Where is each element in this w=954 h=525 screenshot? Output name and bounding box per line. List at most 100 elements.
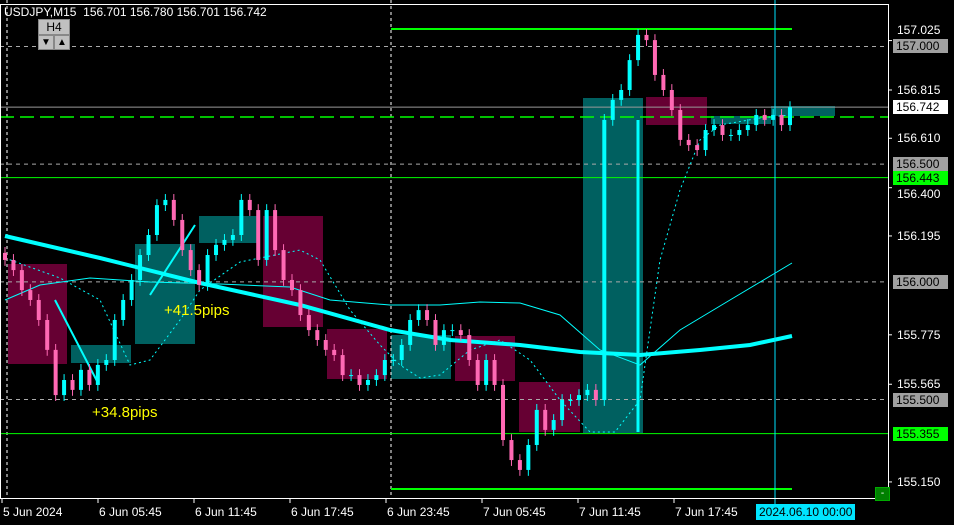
price-label: 156.742 — [893, 100, 948, 115]
candle-bull — [95, 364, 100, 385]
candle-bull — [610, 99, 615, 120]
candle-bull — [374, 375, 379, 381]
chart-header: USDJPY,M15 156.701 156.780 156.701 156.7… — [4, 5, 267, 19]
candle-bear — [644, 34, 649, 41]
candle-bull — [585, 389, 590, 396]
x-tick-label: 6 Jun 05:45 — [99, 505, 162, 519]
candle-bull — [636, 34, 641, 61]
collapse-button[interactable]: - — [875, 487, 890, 501]
candle-bear — [467, 335, 472, 361]
y-tick-label: 156.400 — [897, 186, 941, 201]
price-label: 155.355 — [893, 426, 948, 441]
candle-bear — [720, 125, 725, 135]
bull-zone — [135, 244, 195, 344]
candle-bear — [180, 219, 185, 251]
price-label: 156.000 — [893, 274, 948, 289]
candle-bull — [619, 90, 624, 100]
candle-bull — [239, 199, 244, 236]
candle-bull — [728, 134, 733, 136]
timeframe-button[interactable]: H4 — [38, 19, 70, 35]
candle-bear — [669, 90, 674, 111]
candle-bear — [53, 349, 58, 396]
bull-zone — [711, 116, 771, 124]
zigzag-lines — [54, 120, 640, 432]
candle-bull — [214, 244, 219, 256]
candle-bear — [762, 114, 767, 120]
candle-bear — [425, 310, 430, 320]
candle-bear — [11, 259, 16, 271]
arrow-up-icon[interactable]: ▲ — [54, 35, 70, 50]
candle-bull — [408, 319, 413, 345]
candle-bear — [87, 369, 92, 385]
candle-bear — [593, 389, 598, 401]
candle-bear — [357, 375, 362, 385]
price-label: 157.000 — [893, 39, 948, 54]
candle-bull — [382, 360, 387, 376]
candle-bear — [652, 40, 657, 75]
candle-bear — [458, 330, 463, 336]
candle-bull — [534, 409, 539, 445]
bull-zone — [583, 98, 643, 433]
candle-bull — [526, 444, 531, 470]
candle-bear — [340, 355, 345, 376]
candle-bull — [365, 380, 370, 385]
candle-bull — [154, 205, 159, 236]
y-tick-label: 155.150 — [897, 474, 941, 489]
candle-bull — [222, 239, 227, 245]
price-label: 155.500 — [893, 392, 948, 407]
candle-bull — [627, 60, 632, 90]
bull-zone — [199, 216, 259, 243]
candle-bull — [391, 360, 396, 362]
y-tick-label: 155.565 — [897, 377, 941, 392]
candle-bull — [450, 330, 455, 332]
grid-lines — [6, 0, 392, 498]
candle-bull — [737, 130, 742, 135]
candle-bull — [146, 235, 151, 256]
candle-bear — [281, 250, 286, 280]
candle-bear — [475, 360, 480, 385]
candle-bear — [315, 330, 320, 340]
candle-bull — [399, 344, 404, 361]
candle-bull — [349, 375, 354, 377]
candle-bear — [323, 339, 328, 350]
candle-bull — [560, 400, 565, 421]
candle-bull — [62, 380, 67, 396]
candle-bull — [602, 119, 607, 401]
candle-bull — [703, 130, 708, 151]
candle-bear — [686, 139, 691, 146]
candle-bull — [230, 235, 235, 240]
candle-bear — [517, 460, 522, 470]
pips-annotation: +34.8pips — [92, 404, 158, 421]
ma-fast — [4, 114, 791, 433]
x-tick-label: 7 Jun 11:45 — [579, 505, 641, 519]
candle-bull — [264, 210, 269, 260]
candle-bear — [661, 74, 666, 90]
candle-bear — [509, 440, 514, 461]
candle-bull — [129, 279, 134, 300]
arrow-down-icon[interactable]: ▼ — [38, 35, 54, 50]
pips-annotation: +41.5pips — [164, 302, 230, 319]
candle-bull — [78, 369, 83, 390]
x-tick-label: 6 Jun 11:45 — [195, 505, 257, 519]
h4-zones — [8, 97, 835, 433]
symbol-label: USDJPY,M15 — [4, 5, 77, 19]
candle-bear — [501, 384, 506, 441]
crosshair-time-label: 2024.06.10 00:00 — [756, 504, 856, 520]
candles — [3, 29, 792, 476]
candle-bull — [576, 395, 581, 401]
x-tick-label: 7 Jun 05:45 — [483, 505, 546, 519]
x-tick-label: 6 Jun 17:45 — [291, 505, 354, 519]
x-axis — [1, 498, 675, 503]
price-label: 156.443 — [893, 170, 948, 185]
candle-bull — [104, 360, 109, 365]
candle-bear — [70, 380, 75, 390]
candle-bear — [695, 145, 700, 151]
candle-bear — [3, 252, 7, 260]
candle-bull — [112, 319, 117, 361]
candle-bull — [138, 255, 143, 280]
candle-bull — [551, 420, 556, 430]
candle-bear — [433, 319, 438, 345]
plot-border — [0, 4, 889, 499]
candle-bull — [745, 125, 750, 131]
